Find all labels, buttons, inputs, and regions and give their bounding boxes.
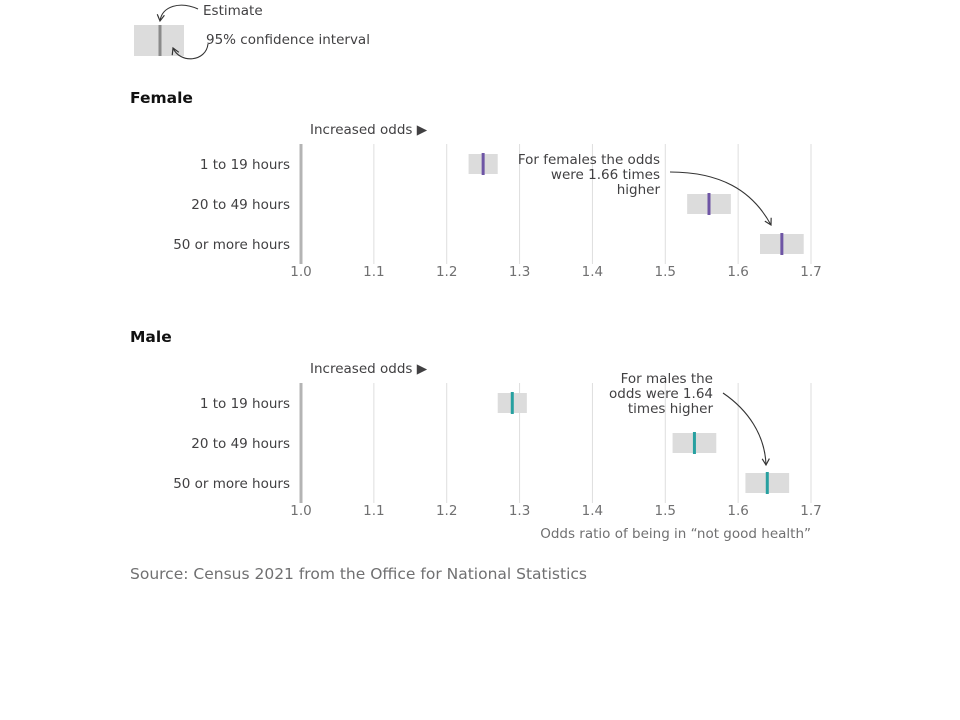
panel-female: Female Increased odds ▶ 1.0 1.1 1.2 1.3 1.4 1.5… [130, 89, 822, 280]
legend-ci-label: 95% confidence interval [206, 32, 370, 48]
legend-ci-arrow [171, 43, 209, 60]
category-label: 20 to 49 hours [191, 436, 290, 452]
x-tick-label: 1.3 [509, 264, 530, 280]
annotation-text: higher [617, 182, 661, 198]
x-tick-label: 1.0 [290, 264, 311, 280]
category-label: 1 to 19 hours [200, 396, 290, 412]
panel-male: Male Increased odds ▶ 1.0 1.1 1.2 1.3 1.4 1.5 1.… [130, 328, 822, 519]
x-tick-label: 1.4 [582, 503, 603, 519]
panel-title: Male [130, 328, 172, 346]
x-tick-label: 1.2 [436, 264, 457, 280]
category-label: 1 to 19 hours [200, 157, 290, 173]
category-label: 50 or more hours [173, 476, 290, 492]
category-label: 20 to 49 hours [191, 197, 290, 213]
panel-title: Female [130, 89, 193, 107]
x-axis-title: Odds ratio of being in “not good health” [540, 526, 811, 542]
x-tick-label: 1.4 [582, 264, 603, 280]
x-tick-label: 1.3 [509, 503, 530, 519]
source-note: Source: Census 2021 from the Office for … [130, 565, 587, 583]
legend: Estimate 95% confidence interval [134, 3, 370, 60]
x-tick-label: 1.1 [363, 264, 384, 280]
x-tick-label: 1.5 [655, 264, 676, 280]
annotation-arrow [669, 171, 772, 227]
x-tick-label: 1.6 [727, 503, 748, 519]
increased-odds-label: Increased odds ▶ [310, 122, 428, 138]
annotation-text: times higher [628, 401, 714, 417]
x-tick-label: 1.2 [436, 503, 457, 519]
annotation-arrow [722, 392, 770, 467]
annotation-text: For males the [621, 371, 713, 387]
x-tick-label: 1.1 [363, 503, 384, 519]
category-label: 50 or more hours [173, 237, 290, 253]
legend-estimate-arrow [156, 4, 199, 23]
increased-odds-label: Increased odds ▶ [310, 361, 428, 377]
x-tick-label: 1.5 [655, 503, 676, 519]
x-tick-label: 1.6 [727, 264, 748, 280]
annotation-text: For females the odds [518, 152, 660, 168]
x-tick-label: 1.7 [800, 503, 821, 519]
legend-estimate-label: Estimate [203, 3, 263, 19]
annotation-text: were 1.66 times [551, 167, 660, 183]
x-tick-label: 1.0 [290, 503, 311, 519]
x-tick-label: 1.7 [800, 264, 821, 280]
annotation-text: odds were 1.64 [609, 386, 713, 402]
